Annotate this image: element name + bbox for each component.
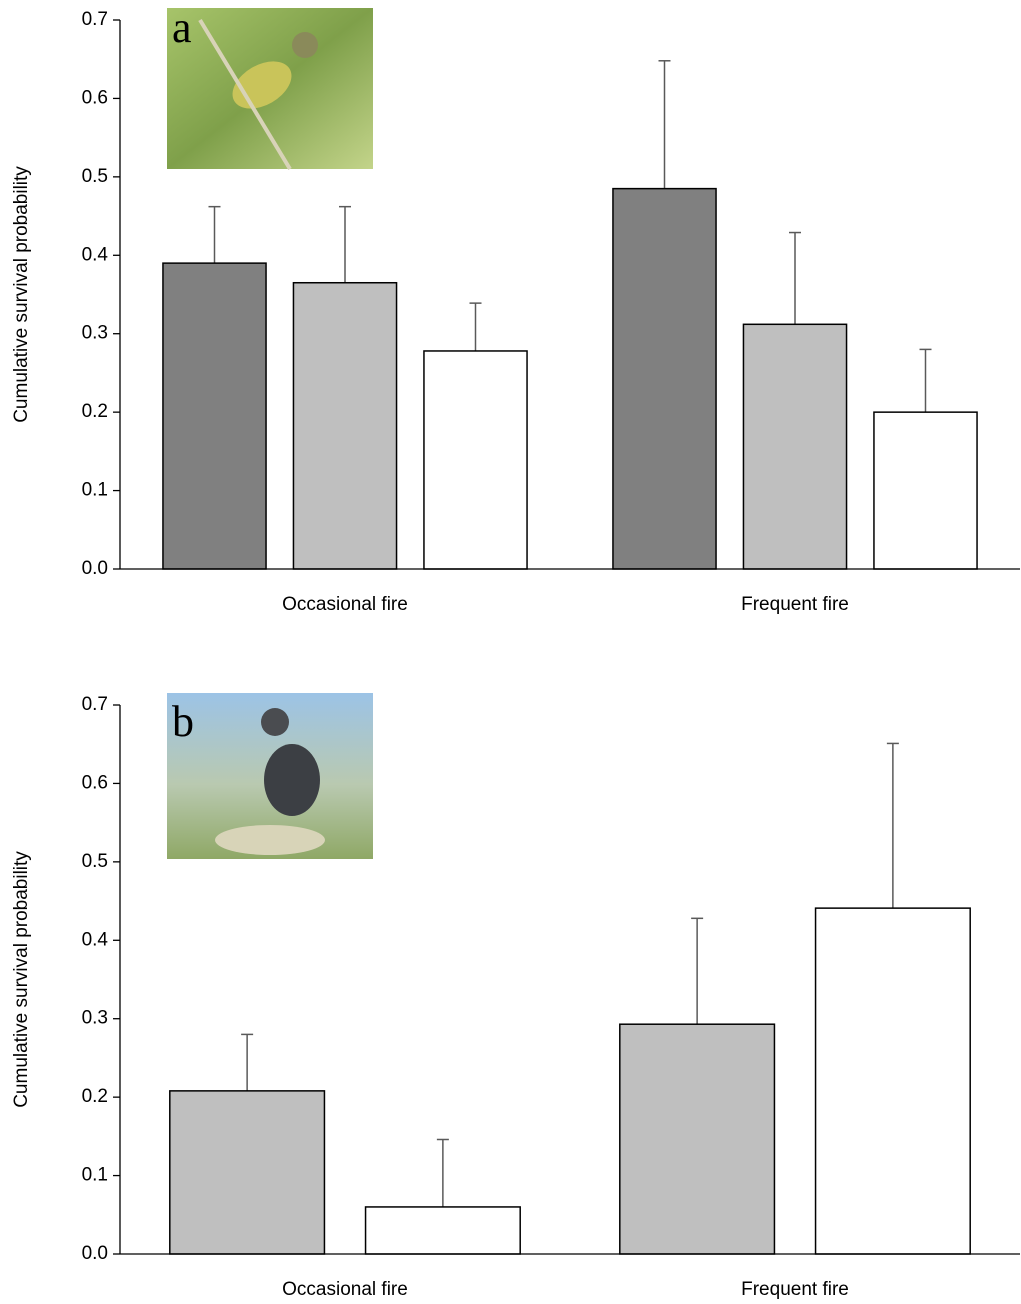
- y-tick-label: 0.6: [82, 87, 108, 108]
- y-tick-label: 0.6: [82, 772, 108, 793]
- y-tick-label: 0.7: [82, 9, 108, 30]
- bar: [874, 412, 977, 569]
- y-tick-label: 0.2: [82, 401, 108, 422]
- y-axis-label: Cumulative survival probability: [11, 166, 32, 423]
- panel-label: a: [172, 3, 192, 52]
- y-tick-label: 0.1: [82, 480, 108, 501]
- y-tick-label: 0.0: [82, 558, 108, 579]
- photo-b: [167, 693, 373, 859]
- bar: [170, 1091, 325, 1254]
- bar: [816, 908, 971, 1254]
- y-tick-label: 0.3: [82, 1008, 108, 1029]
- bar: [163, 263, 266, 569]
- x-tick-label: Frequent fire: [741, 594, 849, 615]
- y-tick-label: 0.1: [82, 1165, 108, 1186]
- photo-a: [167, 8, 373, 169]
- bar: [620, 1024, 775, 1254]
- y-tick-label: 0.5: [82, 166, 108, 187]
- bar: [293, 283, 396, 569]
- bar: [424, 351, 527, 569]
- y-tick-label: 0.4: [82, 929, 109, 950]
- y-tick-label: 0.0: [82, 1243, 108, 1264]
- x-tick-label: Occasional fire: [282, 594, 408, 615]
- y-tick-label: 0.3: [82, 323, 108, 344]
- x-tick-label: Occasional fire: [282, 1279, 408, 1300]
- y-tick-label: 0.5: [82, 851, 108, 872]
- y-tick-label: 0.4: [82, 244, 109, 265]
- bar: [613, 189, 716, 569]
- figure: a Cumulative survival probability 0.0 0.1 0.…: [0, 0, 1021, 1304]
- y-tick-label: 0.7: [82, 694, 108, 715]
- y-tick-label: 0.2: [82, 1086, 108, 1107]
- bar: [366, 1207, 521, 1254]
- bar: [743, 324, 846, 569]
- y-axis-label: Cumulative survival probability: [11, 851, 32, 1108]
- panel-label: b: [172, 697, 194, 746]
- x-tick-label: Frequent fire: [741, 1279, 849, 1300]
